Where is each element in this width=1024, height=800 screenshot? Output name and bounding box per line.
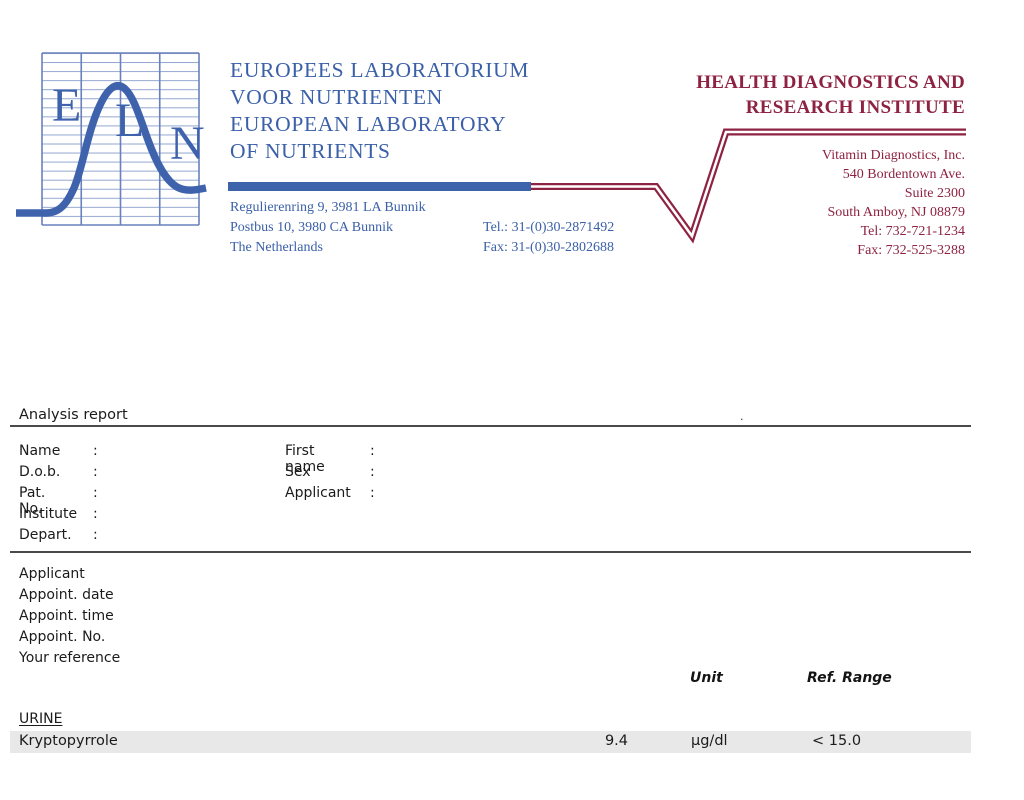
section-rule bbox=[10, 551, 971, 554]
result-row-kryptopyrrole: Kryptopyrrole 9.4 µg/dl < 15.0 bbox=[10, 731, 971, 753]
lab-tel: Tel.: 31-(0)30-2871492 bbox=[483, 220, 615, 235]
appt-no: Appoint. No. bbox=[19, 629, 106, 645]
appt-time: Appoint. time bbox=[19, 608, 114, 624]
field-sex-label: Sex bbox=[285, 464, 311, 480]
field-institute-colon: : bbox=[93, 506, 98, 522]
institute-name-line-1: HEALTH DIAGNOSTICS AND bbox=[696, 72, 965, 93]
appt-reference: Your reference bbox=[19, 650, 121, 666]
institute-name-line-2: RESEARCH INSTITUTE bbox=[745, 97, 965, 118]
field-name-colon: : bbox=[93, 443, 98, 459]
lab-name-line-4: OF NUTRIENTS bbox=[230, 139, 391, 163]
lab-fax: Fax: 31-(0)30-2802688 bbox=[483, 240, 615, 255]
logo-letter-e: E bbox=[52, 79, 81, 132]
report-title: Analysis report bbox=[19, 407, 128, 423]
lab-address-line-3: The Netherlands bbox=[230, 240, 323, 255]
field-institute-label: Institute bbox=[19, 506, 78, 522]
institute-address: Vitamin Diagnostics, Inc. 540 Bordentown… bbox=[700, 146, 965, 260]
field-applicant-label: Applicant bbox=[285, 485, 351, 501]
logo-grid-lines bbox=[41, 52, 200, 226]
title-rule bbox=[10, 425, 971, 427]
lab-name-line-3: EUROPEAN LABORATORY bbox=[230, 112, 507, 136]
stray-dot: . bbox=[740, 410, 744, 423]
field-applicant-colon: : bbox=[370, 485, 375, 501]
field-dob-colon: : bbox=[93, 464, 98, 480]
lab-name-line-1: EUROPEES LABORATORIUM bbox=[230, 58, 530, 82]
result-ref-range: < 15.0 bbox=[812, 733, 862, 749]
eln-logo: E L N bbox=[16, 52, 207, 226]
lab-address-line-2: Postbus 10, 3980 CA Bunnik bbox=[230, 220, 393, 235]
field-depart-label: Depart. bbox=[19, 527, 72, 543]
field-pat-no-colon: : bbox=[93, 485, 98, 501]
result-analyte: Kryptopyrrole bbox=[19, 733, 118, 749]
appt-date: Appoint. date bbox=[19, 587, 114, 603]
field-pat-no-label: Pat. No. bbox=[19, 485, 46, 517]
field-name-label: Name bbox=[19, 443, 61, 459]
lab-address: Regulierenring 9, 3981 LA Bunnik Postbus… bbox=[230, 198, 426, 258]
institute-tel: Tel: 732-721-1234 bbox=[860, 224, 965, 239]
lab-address-line-1: Regulierenring 9, 3981 LA Bunnik bbox=[230, 200, 426, 215]
result-unit: µg/dl bbox=[691, 733, 728, 749]
field-depart-colon: : bbox=[93, 527, 98, 543]
blue-rule bbox=[228, 182, 531, 191]
result-value: 9.4 bbox=[604, 733, 628, 749]
lab-name-line-2: VOOR NUTRIENTEN bbox=[230, 85, 443, 109]
field-first-name-label: First name bbox=[285, 443, 325, 475]
institute-name: HEALTH DIAGNOSTICS AND RESEARCH INSTITUT… bbox=[560, 70, 965, 120]
field-sex-colon: : bbox=[370, 464, 375, 480]
institute-address-line-2: 540 Bordentown Ave. bbox=[842, 167, 965, 182]
institute-address-line-4: South Amboy, NJ 08879 bbox=[827, 205, 965, 220]
column-header-ref-range: Ref. Range bbox=[807, 670, 892, 686]
institute-fax: Fax: 732-525-3288 bbox=[857, 243, 965, 258]
section-heading-urine: URINE bbox=[19, 711, 63, 727]
institute-address-line-1: Vitamin Diagnostics, Inc. bbox=[821, 148, 965, 163]
field-dob-label: D.o.b. bbox=[19, 464, 61, 480]
column-header-unit: Unit bbox=[690, 670, 723, 686]
appt-applicant: Applicant bbox=[19, 566, 85, 582]
institute-address-line-3: Suite 2300 bbox=[904, 186, 965, 201]
field-first-name-colon: : bbox=[370, 443, 375, 459]
logo-letter-n: N bbox=[170, 117, 205, 170]
logo-bell-curve bbox=[16, 82, 207, 217]
lab-name: EUROPEES LABORATORIUM VOOR NUTRIENTEN EU… bbox=[230, 57, 529, 165]
lab-phone-block: Tel.: 31-(0)30-2871492 Fax: 31-(0)30-280… bbox=[483, 218, 614, 258]
